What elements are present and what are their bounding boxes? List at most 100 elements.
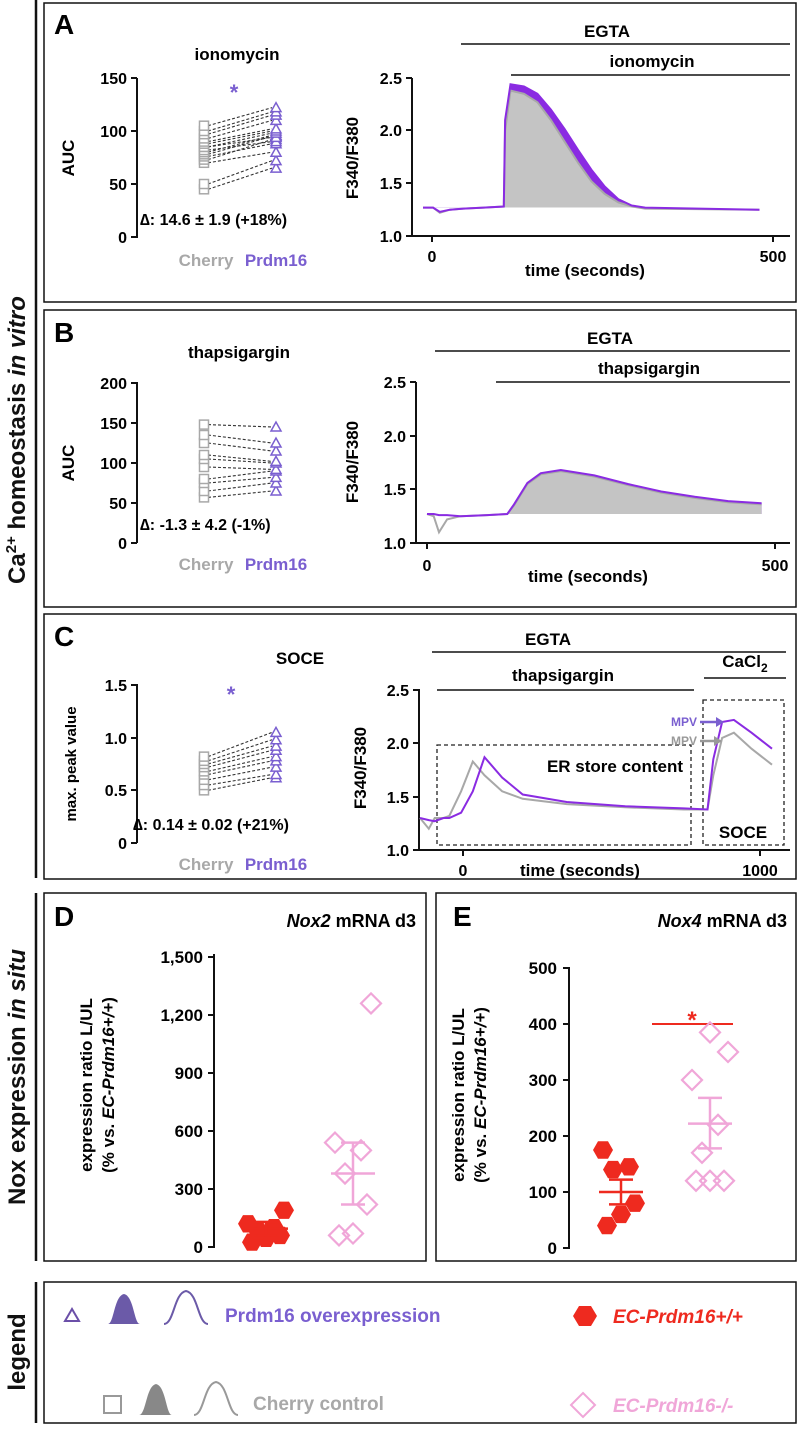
- pair-line: [207, 442, 273, 452]
- panel-a-letter: A: [54, 9, 74, 40]
- prdm16-triangle-point: [269, 725, 283, 738]
- panel-e-letter: E: [453, 901, 472, 932]
- panel-c-ytick: 1.0: [105, 731, 127, 748]
- ko-diamond-point: [355, 1192, 379, 1217]
- panel-frames: [34, 0, 797, 1424]
- pair-line: [207, 143, 273, 157]
- peak-outline-cherry-icon: [193, 1380, 239, 1416]
- panel-a-trace-ylabel: F340/F380: [343, 117, 362, 199]
- pair-line: [207, 151, 273, 164]
- panel-c-letter: C: [54, 621, 74, 652]
- panel-a-egta-label: EGTA: [584, 22, 630, 41]
- legend-wt-label: EC-Prdm16+/+: [613, 1307, 743, 1328]
- panel-b-trace-axes: 2.5 2.0 1.5 1.0 F340/F380 0 500 time (se…: [343, 375, 790, 586]
- cherry-auc-area: [423, 90, 632, 208]
- prdm16-triangle-point: [269, 760, 283, 772]
- pair-line: [207, 136, 273, 148]
- prdm16-triangle-point: [269, 161, 283, 173]
- pair-line: [207, 731, 273, 758]
- ko-diamond-point: [349, 1138, 373, 1162]
- panel-b-trace-xtick: 0: [423, 558, 432, 575]
- panel-c: C SOCE * 1.5 1.0 0.5 0 max. peak value ∆…: [54, 621, 790, 880]
- prdm16-triangle-point: [269, 454, 283, 467]
- wt-hexagon-point: [625, 1194, 645, 1212]
- panel-e-ytick: 0: [548, 1239, 557, 1258]
- panel-b-trace-xtick: 500: [762, 558, 789, 575]
- ko-diamond-point: [706, 1113, 730, 1137]
- cherry-square-point: [198, 751, 210, 762]
- panel-e-ytick: 500: [529, 959, 557, 978]
- panel-c-trace-xlabel: time (seconds): [520, 861, 640, 880]
- panel-e-dots: [593, 1020, 740, 1235]
- panel-a-ionomycin-label: ionomycin: [609, 52, 694, 71]
- cherry-square-point: [198, 449, 210, 461]
- prdm16-triangle-point: [269, 470, 283, 483]
- panel-d-ytick: 300: [175, 1180, 203, 1199]
- pair-line: [207, 470, 273, 480]
- panel-a-ytick: 150: [100, 71, 127, 88]
- panel-e-ytick: 300: [529, 1071, 557, 1090]
- panel-d-ylabel-2: (% vs. EC-Prdm16+/+): [99, 997, 118, 1173]
- panel-c-trace-ytick: 2.0: [387, 736, 409, 753]
- panel-b-thapsigargin-label: thapsigargin: [598, 359, 700, 378]
- panel-a-trace-ytick: 2.5: [380, 71, 402, 88]
- prdm16-triangle-point: [269, 750, 283, 762]
- mpv-label-prdm16: MPV: [671, 715, 697, 729]
- pair-line: [207, 760, 273, 776]
- panel-b-treatment-bars: EGTA thapsigargin: [435, 329, 790, 383]
- panel-b-trace-xlabel: time (seconds): [528, 567, 648, 586]
- pair-line: [207, 114, 273, 135]
- panel-b-trace-ylabel: F340/F380: [343, 421, 362, 503]
- ko-diamond-point: [712, 1169, 736, 1193]
- pair-line: [207, 482, 273, 492]
- cherry-square-point: [198, 419, 210, 430]
- panel-d-ytick: 1,500: [160, 948, 203, 967]
- prdm16-triangle-point: [269, 122, 283, 134]
- square-marker-icon: [103, 1395, 122, 1414]
- panel-c-ytick: 0: [118, 836, 127, 853]
- panel-d-ytick: 0: [194, 1238, 203, 1257]
- prdm16-triangle-point: [269, 113, 283, 126]
- panel-c-delta: ∆: 0.14 ± 0.02 (+21%): [133, 817, 289, 834]
- cherry-trace-line: [419, 731, 773, 831]
- panel-c-trace-ylabel: F340/F380: [351, 727, 370, 809]
- cherry-square-point: [198, 473, 210, 485]
- panel-c-trace-ytick: 1.0: [387, 843, 409, 860]
- pair-line: [207, 773, 273, 786]
- prdm16-triangle-point: [269, 436, 283, 448]
- pair-line: [207, 128, 273, 143]
- panel-b-ytick: 200: [100, 376, 127, 393]
- panel-b-xlabel-cherry: Cherry: [179, 555, 234, 574]
- panel-b-egta-label: EGTA: [587, 329, 633, 348]
- prdm16-triangle-point: [269, 484, 283, 496]
- panel-e-y-axis: 500 400 300 200 100 0 expression ratio L…: [449, 959, 570, 1258]
- pair-line: [207, 111, 273, 132]
- pair-line: [207, 160, 273, 185]
- pair-line: [207, 756, 273, 772]
- panel-a-trace-ytick: 2.0: [380, 123, 402, 140]
- panel-a-pairs: [198, 101, 283, 195]
- panel-c-thapsigargin-label: thapsigargin: [512, 666, 614, 685]
- filled-peak-cherry-icon: [139, 1384, 172, 1415]
- prdm16-triangle-point: [269, 462, 283, 475]
- panel-c-trace-ytick: 1.5: [387, 790, 409, 807]
- legend-box: Prdm16 overexpression Cherry control EC-…: [63, 1289, 743, 1419]
- panel-a-trace-xtick: 0: [428, 249, 437, 266]
- side-label-in-vitro: Ca2+ homeostasis in vitro: [3, 296, 31, 584]
- panel-d: D Nox2 mRNA d3 1,500 1,200 900 600 300 0…: [54, 901, 416, 1257]
- pair-line: [207, 119, 273, 139]
- prdm16-trace-line: [427, 468, 762, 518]
- panel-c-trace-ytick: 2.5: [387, 683, 409, 700]
- panel-d-y-axis: 1,500 1,200 900 600 300 0 expression rat…: [77, 948, 215, 1257]
- panel-a: A ionomycin * 150 100 50 0 AUC ∆: 14.6 ±…: [54, 9, 790, 280]
- panel-c-ytick: 1.5: [105, 678, 127, 695]
- panel-c-y-axis: 1.5 1.0 0.5 0 max. peak value: [63, 678, 138, 853]
- legend-prdm16-label: Prdm16 overexpression: [225, 1306, 440, 1327]
- pair-line: [207, 458, 273, 464]
- panel-c-sig: *: [227, 682, 236, 707]
- wt-hexagon-point: [274, 1201, 294, 1219]
- ko-diamond-point: [323, 1131, 347, 1155]
- prdm16-triangle-point: [269, 767, 283, 780]
- panel-a-trace-ytick: 1.0: [380, 229, 402, 246]
